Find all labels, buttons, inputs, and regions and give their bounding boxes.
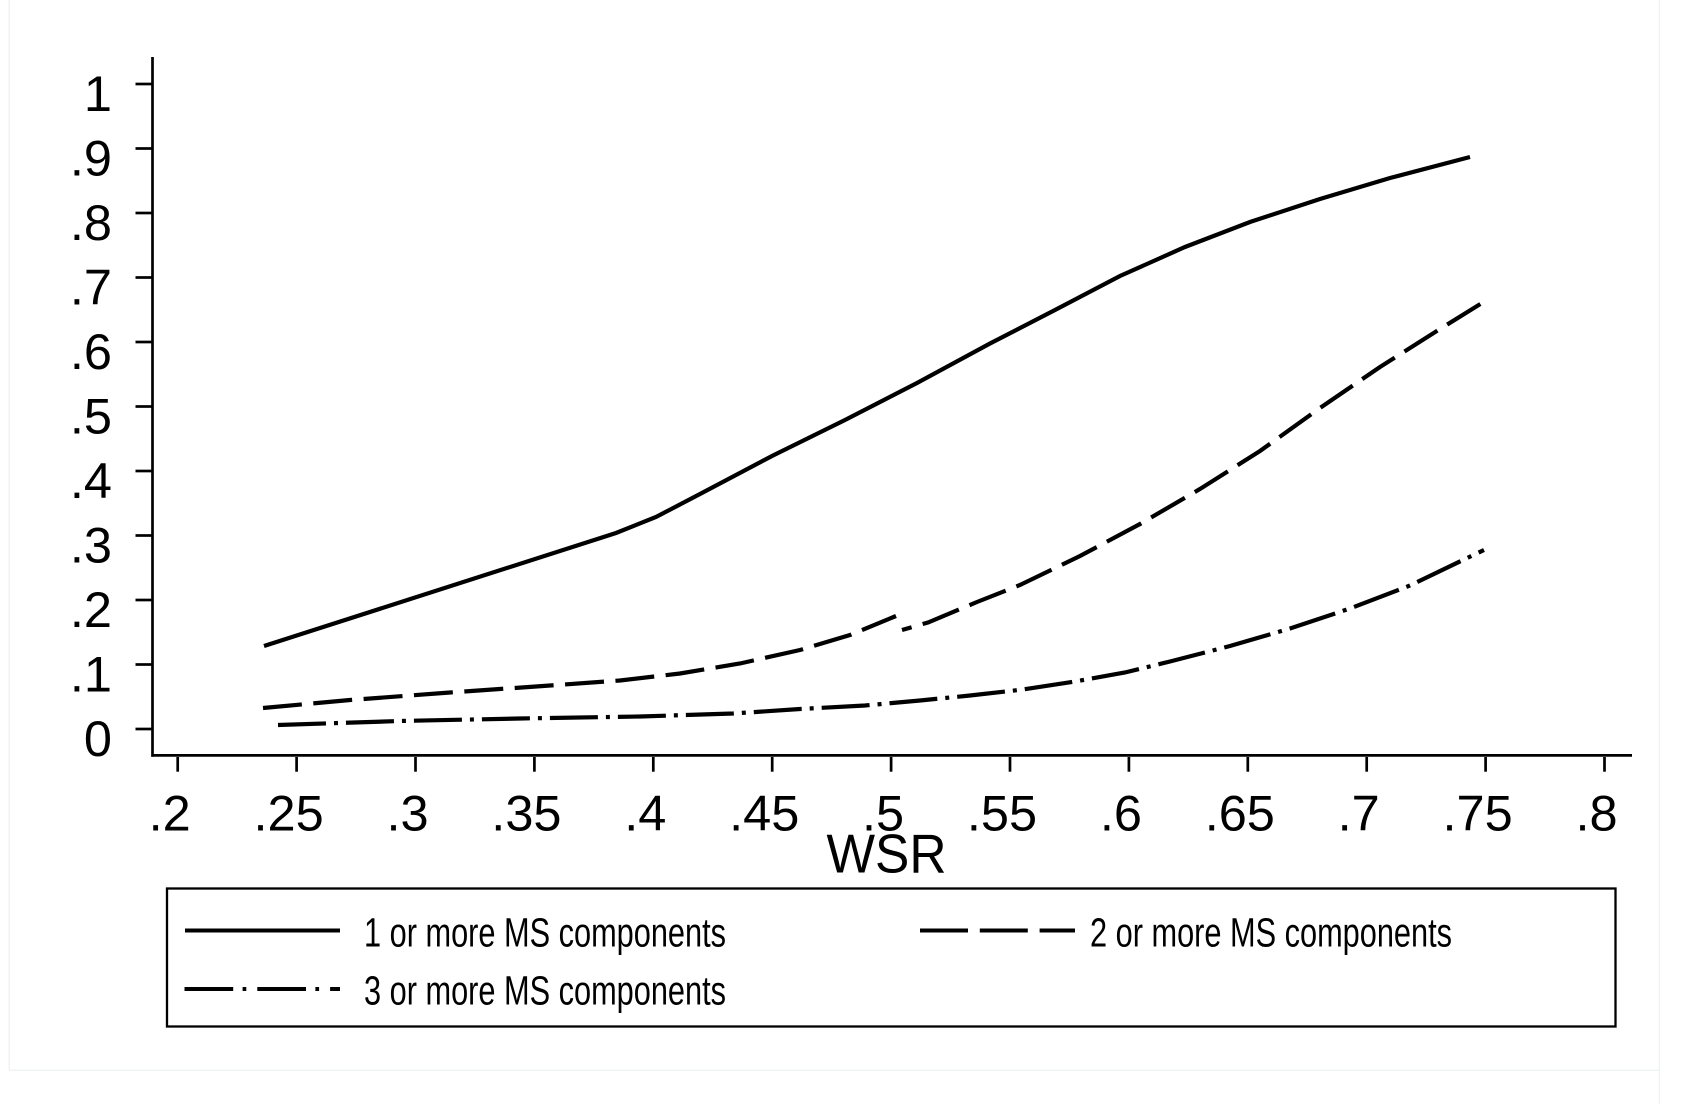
- svg-text:.45: .45: [729, 785, 799, 842]
- svg-text:.8: .8: [1575, 785, 1617, 842]
- svg-text:.4: .4: [624, 785, 666, 842]
- svg-text:.1: .1: [70, 646, 112, 703]
- svg-text:.2: .2: [149, 785, 191, 842]
- svg-text:.3: .3: [70, 517, 112, 574]
- svg-text:.4: .4: [70, 452, 112, 509]
- svg-text:.7: .7: [1338, 785, 1380, 842]
- svg-text:.8: .8: [70, 194, 112, 251]
- svg-text:.35: .35: [491, 785, 561, 842]
- svg-text:.25: .25: [253, 785, 323, 842]
- svg-text:.65: .65: [1205, 785, 1275, 842]
- svg-text:.6: .6: [70, 323, 112, 380]
- svg-text:1: 1: [84, 65, 112, 122]
- svg-text:.9: .9: [70, 130, 112, 187]
- svg-text:.5: .5: [70, 388, 112, 445]
- svg-text:.2: .2: [70, 581, 112, 638]
- svg-text:.5: .5: [862, 785, 904, 842]
- svg-text:.6: .6: [1100, 785, 1142, 842]
- svg-text:1 or more MS components: 1 or more MS components: [364, 909, 726, 955]
- svg-text:.3: .3: [386, 785, 428, 842]
- svg-text:WSR: WSR: [827, 822, 947, 884]
- svg-text:.7: .7: [70, 259, 112, 316]
- svg-text:.75: .75: [1442, 785, 1512, 842]
- svg-text:3 or more MS components: 3 or more MS components: [364, 968, 726, 1014]
- svg-text:2 or more MS components: 2 or more MS components: [1090, 909, 1452, 955]
- svg-text:.55: .55: [967, 785, 1037, 842]
- svg-text:0: 0: [84, 710, 112, 767]
